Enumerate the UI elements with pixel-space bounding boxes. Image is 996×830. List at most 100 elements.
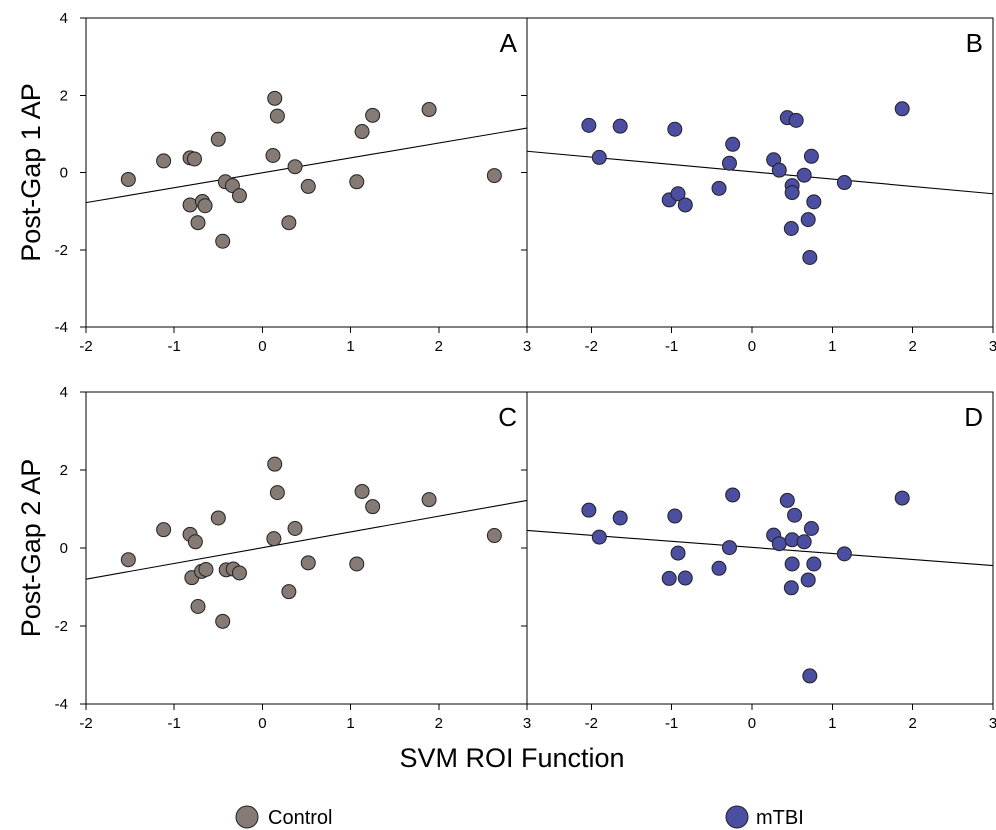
data-point <box>670 545 686 561</box>
data-point <box>800 572 816 588</box>
x-tick-label: -2 <box>585 715 598 732</box>
x-tick-label: 1 <box>346 338 354 355</box>
x-tick-label: 0 <box>258 715 266 732</box>
data-point <box>300 555 316 571</box>
data-point <box>281 215 297 231</box>
data-point <box>186 151 202 167</box>
data-point <box>198 561 214 577</box>
data-point <box>287 159 303 175</box>
legend-label-control: Control <box>268 807 332 829</box>
y-tick-label: -2 <box>55 618 68 635</box>
data-point <box>836 546 852 562</box>
data-point <box>721 540 737 556</box>
data-point <box>287 521 303 536</box>
x-tick-label: -2 <box>79 338 92 355</box>
data-point <box>156 153 172 169</box>
y-axis-label: Post-Gap 2 AP <box>16 459 46 638</box>
data-point <box>796 167 812 183</box>
y-tick-label: 4 <box>60 384 68 401</box>
data-point <box>612 510 628 526</box>
data-point <box>677 570 693 586</box>
x-tick-label: 0 <box>258 338 266 355</box>
data-point <box>591 149 607 165</box>
data-point <box>803 521 819 536</box>
x-tick-label: 3 <box>989 338 996 355</box>
data-point <box>779 492 795 508</box>
data-point <box>156 522 172 538</box>
data-point <box>711 180 727 196</box>
data-point <box>725 136 741 152</box>
y-tick-label: -4 <box>55 319 68 336</box>
y-tick-label: 0 <box>60 165 68 182</box>
data-point <box>349 174 365 190</box>
data-point <box>783 221 799 237</box>
panel-letter: D <box>964 402 983 432</box>
data-point <box>267 90 283 106</box>
data-point <box>486 528 502 544</box>
data-point <box>581 117 597 133</box>
data-point <box>802 668 818 684</box>
panel-frame <box>85 17 528 328</box>
data-point <box>581 502 597 518</box>
data-point <box>711 560 727 576</box>
data-point <box>120 552 136 568</box>
x-tick-label: -1 <box>665 715 678 732</box>
panel-frame <box>85 391 528 705</box>
legend-swatch-mtbi <box>725 805 749 829</box>
data-point <box>265 148 281 164</box>
data-point <box>783 580 799 596</box>
data-point <box>836 175 852 191</box>
data-point <box>267 456 283 472</box>
x-tick-label: 3 <box>523 715 531 732</box>
data-point <box>187 534 203 550</box>
data-point <box>591 529 607 545</box>
legend-label-mtbi: mTBI <box>756 807 804 829</box>
y-axis-label: Post-Gap 1 AP <box>16 83 46 262</box>
x-tick-label: 2 <box>435 715 443 732</box>
panel-letter: A <box>500 28 518 58</box>
data-point <box>269 108 285 124</box>
y-tick-label: -4 <box>55 696 68 713</box>
data-point <box>231 188 247 204</box>
data-point <box>771 162 787 178</box>
panel-letter: C <box>498 402 517 432</box>
data-point <box>725 487 741 503</box>
data-point <box>354 483 370 499</box>
data-point <box>784 185 800 201</box>
data-point <box>667 508 683 524</box>
data-point <box>787 507 803 523</box>
data-point <box>190 599 206 614</box>
y-tick-label: 4 <box>60 10 68 27</box>
x-tick-label: 2 <box>435 338 443 355</box>
y-tick-label: 2 <box>60 462 68 479</box>
panel-d: -2 -1 0 1 2 3 D <box>521 391 996 732</box>
data-point <box>806 194 822 210</box>
x-tick-label: 1 <box>828 338 836 355</box>
data-point <box>269 485 285 501</box>
data-point <box>365 107 381 123</box>
data-point <box>788 112 804 128</box>
x-tick-label: 2 <box>908 715 916 732</box>
data-point <box>354 124 370 140</box>
data-point <box>190 215 206 231</box>
legend-swatch-control <box>235 805 259 829</box>
data-point <box>661 570 677 586</box>
data-point <box>300 178 316 194</box>
data-point <box>670 186 686 202</box>
x-tick-label: -1 <box>168 715 181 732</box>
x-tick-label: -1 <box>168 338 181 355</box>
panel-c: -2 -1 0 1 2 3 -4 -2 0 2 4 C Post-Gap 2 AP <box>16 384 531 732</box>
data-point <box>486 168 502 184</box>
y-tick-label: 2 <box>60 87 68 104</box>
data-point <box>894 490 910 506</box>
panel-letter: B <box>966 28 983 58</box>
data-point <box>210 510 226 526</box>
x-tick-label: 1 <box>346 715 354 732</box>
data-point <box>215 233 231 249</box>
data-point <box>796 534 812 550</box>
data-point <box>806 556 822 572</box>
data-point <box>281 584 297 600</box>
data-point <box>182 197 198 213</box>
x-tick-label: 2 <box>908 338 916 355</box>
